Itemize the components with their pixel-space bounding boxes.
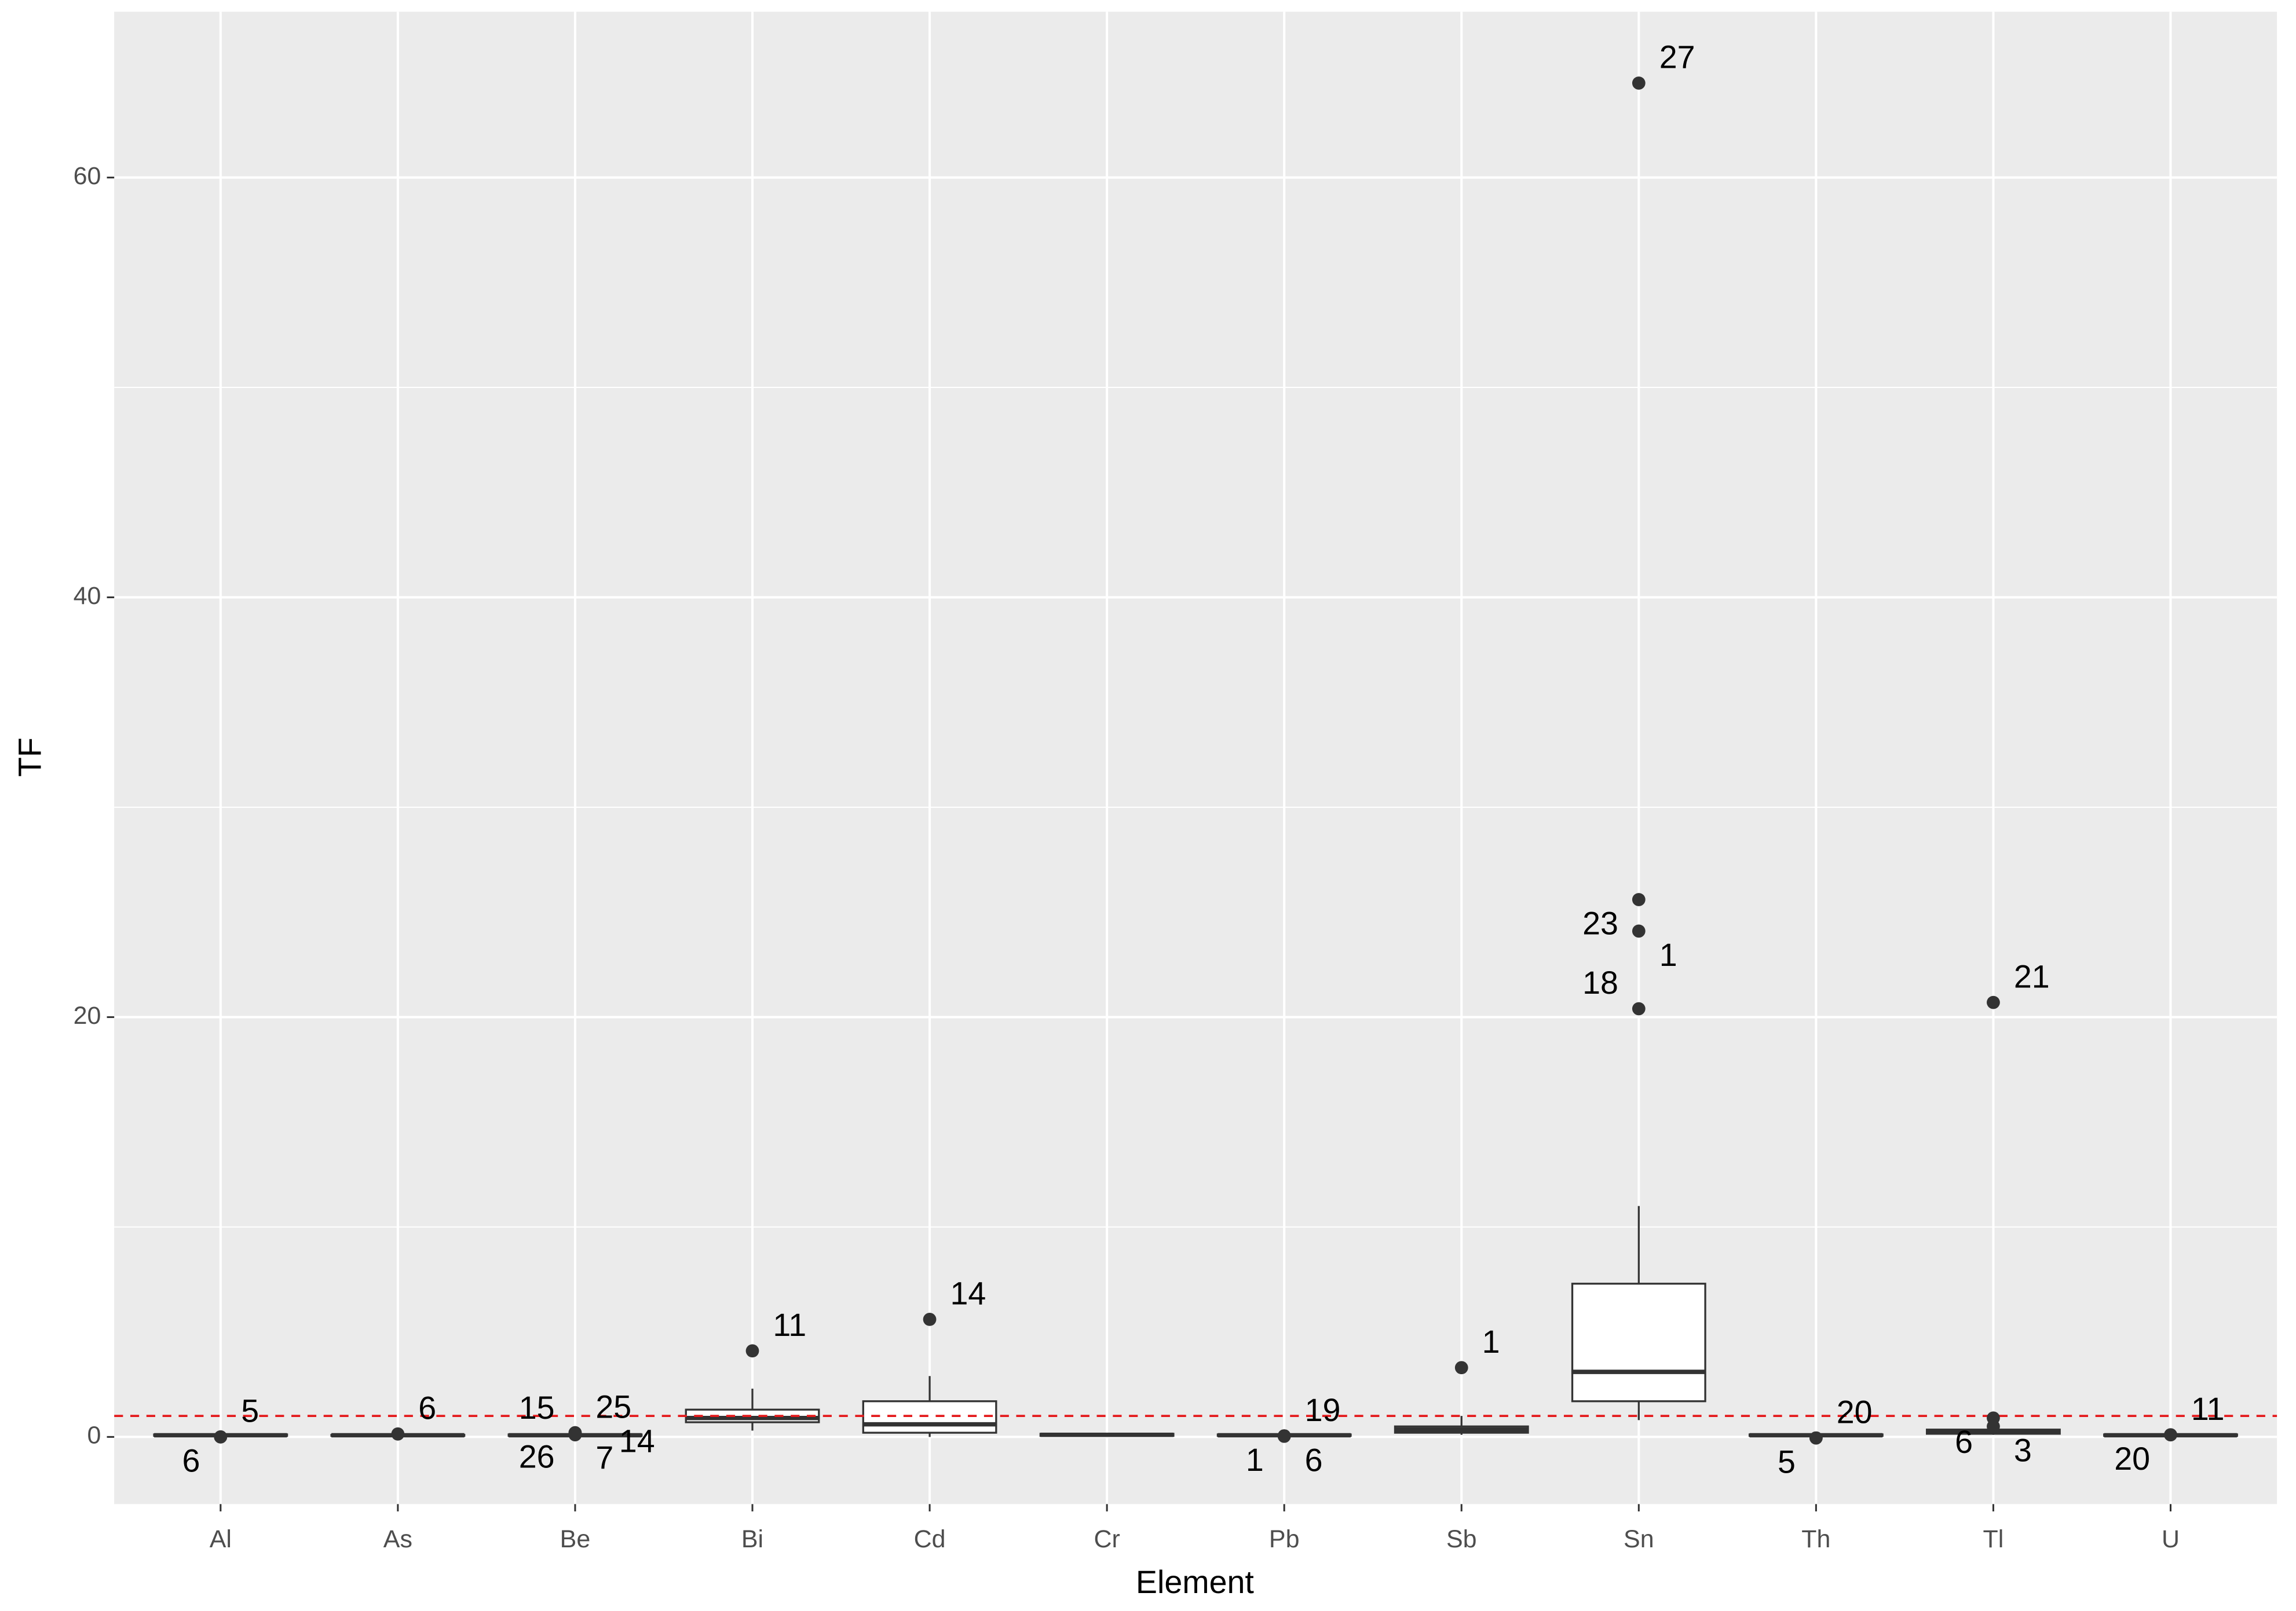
outlier bbox=[1632, 893, 1646, 906]
outlier bbox=[1277, 1429, 1291, 1443]
outlier-label: 18 bbox=[1582, 965, 1618, 1001]
x-tick-label: Al bbox=[210, 1525, 232, 1553]
outlier bbox=[391, 1427, 405, 1441]
outlier bbox=[1632, 1002, 1646, 1016]
outlier bbox=[1987, 995, 2000, 1009]
outlier-label: 20 bbox=[1837, 1394, 1873, 1430]
outlier bbox=[1632, 924, 1646, 938]
outlier-label: 1 bbox=[1659, 937, 1677, 973]
outlier-label: 21 bbox=[2014, 958, 2050, 994]
x-tick-label: Be bbox=[560, 1525, 591, 1553]
x-tick-label: Th bbox=[1801, 1525, 1830, 1553]
x-tick-label: Pb bbox=[1269, 1525, 1300, 1553]
outlier-label: 6 bbox=[182, 1443, 200, 1479]
x-tick-label: As bbox=[383, 1525, 412, 1553]
x-tick-label: Sn bbox=[1624, 1525, 1654, 1553]
outlier-label: 14 bbox=[950, 1276, 986, 1312]
grid bbox=[114, 12, 2277, 1504]
outlier-label: 5 bbox=[241, 1393, 259, 1429]
x-tick-label: Cd bbox=[914, 1525, 946, 1553]
outlier-label: 6 bbox=[418, 1390, 436, 1426]
y-tick-label: 20 bbox=[74, 1002, 101, 1030]
x-axis-title: Element bbox=[1136, 1564, 1255, 1600]
y-tick-label: 40 bbox=[74, 582, 101, 610]
y-tick-label: 60 bbox=[74, 162, 101, 190]
outlier bbox=[214, 1430, 228, 1444]
y-axis-title: TF bbox=[12, 738, 47, 777]
x-tick-label: Bi bbox=[741, 1525, 763, 1553]
outlier bbox=[2164, 1428, 2177, 1442]
box bbox=[1571, 1283, 1706, 1403]
outlier bbox=[1632, 76, 1646, 90]
outlier-label: 6 bbox=[1955, 1424, 1973, 1460]
y-tick-label: 0 bbox=[87, 1422, 101, 1449]
outlier-label: 1 bbox=[1246, 1442, 1264, 1478]
outlier-label: 23 bbox=[1582, 906, 1618, 942]
outlier-label: 11 bbox=[773, 1307, 806, 1343]
marks: 5 6 6 25 26 7 15 14 11 14 19 1 6 1 27 23 1 18 20 5 21 6 3 11 20 bbox=[114, 39, 2277, 1480]
outlier bbox=[1454, 1361, 1468, 1375]
outlier-label: 6 bbox=[1305, 1442, 1323, 1478]
outlier-label: 3 bbox=[2014, 1432, 2032, 1468]
outlier bbox=[1987, 1419, 2000, 1433]
outlier-label: 19 bbox=[1305, 1392, 1341, 1428]
outlier bbox=[1809, 1431, 1823, 1445]
outlier-label: 15 bbox=[519, 1390, 555, 1426]
outlier-label: 1 bbox=[1482, 1324, 1500, 1360]
outlier-label: 26 bbox=[519, 1438, 555, 1474]
outlier-label: 7 bbox=[595, 1440, 613, 1475]
outlier bbox=[923, 1313, 937, 1326]
x-tick-label: U bbox=[2162, 1525, 2180, 1553]
outlier bbox=[568, 1428, 582, 1442]
panel bbox=[114, 12, 2277, 1504]
x-tick-label: Sb bbox=[1446, 1525, 1477, 1553]
outlier-label: 11 bbox=[2191, 1391, 2225, 1427]
x-tick-label: Cr bbox=[1094, 1525, 1120, 1553]
outlier-label: 20 bbox=[2114, 1441, 2150, 1477]
outlier bbox=[745, 1344, 759, 1358]
outlier-label: 14 bbox=[619, 1423, 655, 1459]
outlier-label: 5 bbox=[1778, 1444, 1796, 1480]
outlier-label: 25 bbox=[595, 1389, 631, 1425]
outlier-label: 27 bbox=[1659, 39, 1695, 75]
x-tick-label: Tl bbox=[1983, 1525, 2004, 1553]
